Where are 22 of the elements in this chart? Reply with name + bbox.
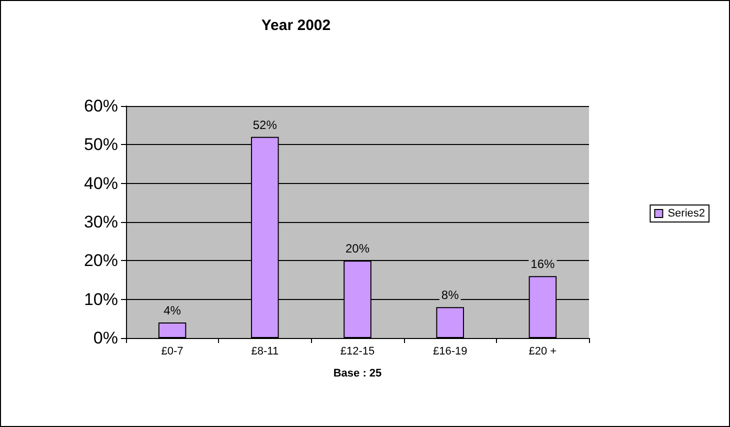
bar — [158, 322, 186, 338]
text: 16% — [530, 257, 555, 272]
legend-label: Series2 — [668, 208, 705, 220]
x-tick-label: £0-7 — [161, 346, 184, 358]
x-axis-title: Base : 25 — [333, 368, 382, 380]
chart-title: Year 2002 — [261, 17, 331, 34]
y-tick-label: 20% — [84, 251, 118, 270]
y-tick-label: 30% — [84, 212, 118, 232]
x-tick-label: £12-15 — [340, 346, 375, 358]
y-tick-label: 40% — [84, 174, 118, 193]
x-tick-label: £8-11 — [251, 346, 279, 358]
y-tick-label: 10% — [84, 290, 118, 309]
bar — [436, 307, 464, 338]
y-tick-label: 60% — [84, 96, 118, 116]
y-tick-label: 0% — [93, 328, 118, 348]
text: 4% — [164, 304, 181, 318]
text: 52% — [252, 118, 277, 132]
text: 20% — [345, 242, 370, 256]
x-tick-label: £20 + — [528, 346, 557, 358]
text: 8% — [441, 288, 459, 302]
x-tick-label: £16-19 — [432, 346, 468, 358]
y-tick-label: 50% — [84, 135, 118, 154]
